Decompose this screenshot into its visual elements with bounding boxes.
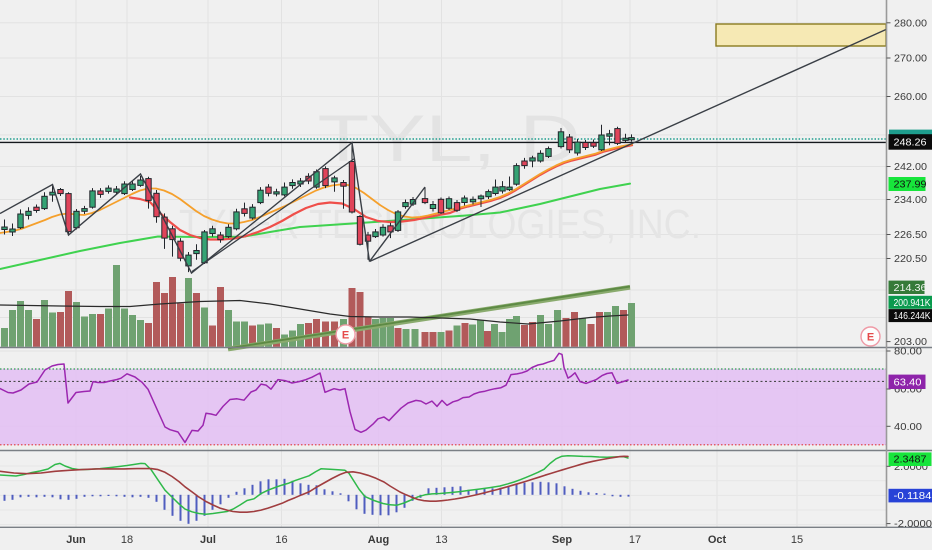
svg-text:220.50: 220.50 [894, 254, 927, 265]
svg-text:15: 15 [791, 534, 803, 546]
svg-text:TYL, D: TYL, D [318, 101, 581, 175]
svg-text:2.3487: 2.3487 [894, 455, 927, 466]
svg-text:Jun: Jun [66, 534, 86, 546]
svg-text:214.36: 214.36 [894, 283, 927, 294]
svg-text:Sep: Sep [552, 534, 572, 546]
svg-text:270.00: 270.00 [894, 54, 927, 65]
svg-text:Jul: Jul [200, 534, 216, 546]
svg-text:E: E [867, 332, 874, 344]
svg-text:63.40: 63.40 [894, 377, 922, 388]
svg-text:200.941K: 200.941K [894, 298, 931, 309]
svg-text:-0.1184: -0.1184 [894, 491, 932, 502]
svg-text:260.00: 260.00 [894, 92, 927, 103]
svg-text:Oct: Oct [708, 534, 727, 546]
svg-text:226.50: 226.50 [894, 230, 927, 241]
svg-text:242.00: 242.00 [894, 162, 927, 173]
svg-text:16: 16 [275, 534, 287, 546]
svg-text:280.00: 280.00 [894, 18, 927, 29]
svg-text:60.00: 60.00 [894, 385, 922, 396]
svg-text:80.00: 80.00 [894, 347, 922, 358]
svg-text:18: 18 [121, 534, 133, 546]
svg-text:40.00: 40.00 [894, 422, 922, 433]
svg-text:146.244K: 146.244K [894, 311, 931, 322]
svg-text:203.00: 203.00 [894, 337, 927, 348]
svg-text:Aug: Aug [368, 534, 389, 546]
svg-text:248.26: 248.26 [894, 138, 927, 149]
svg-text:234.00: 234.00 [894, 195, 927, 206]
svg-text:-2.0000: -2.0000 [894, 519, 932, 530]
svg-text:2.0000: 2.0000 [894, 462, 928, 473]
svg-text:17: 17 [629, 534, 641, 546]
svg-text:237.99: 237.99 [894, 180, 927, 191]
svg-text:E: E [342, 329, 349, 341]
svg-text:13: 13 [435, 534, 447, 546]
